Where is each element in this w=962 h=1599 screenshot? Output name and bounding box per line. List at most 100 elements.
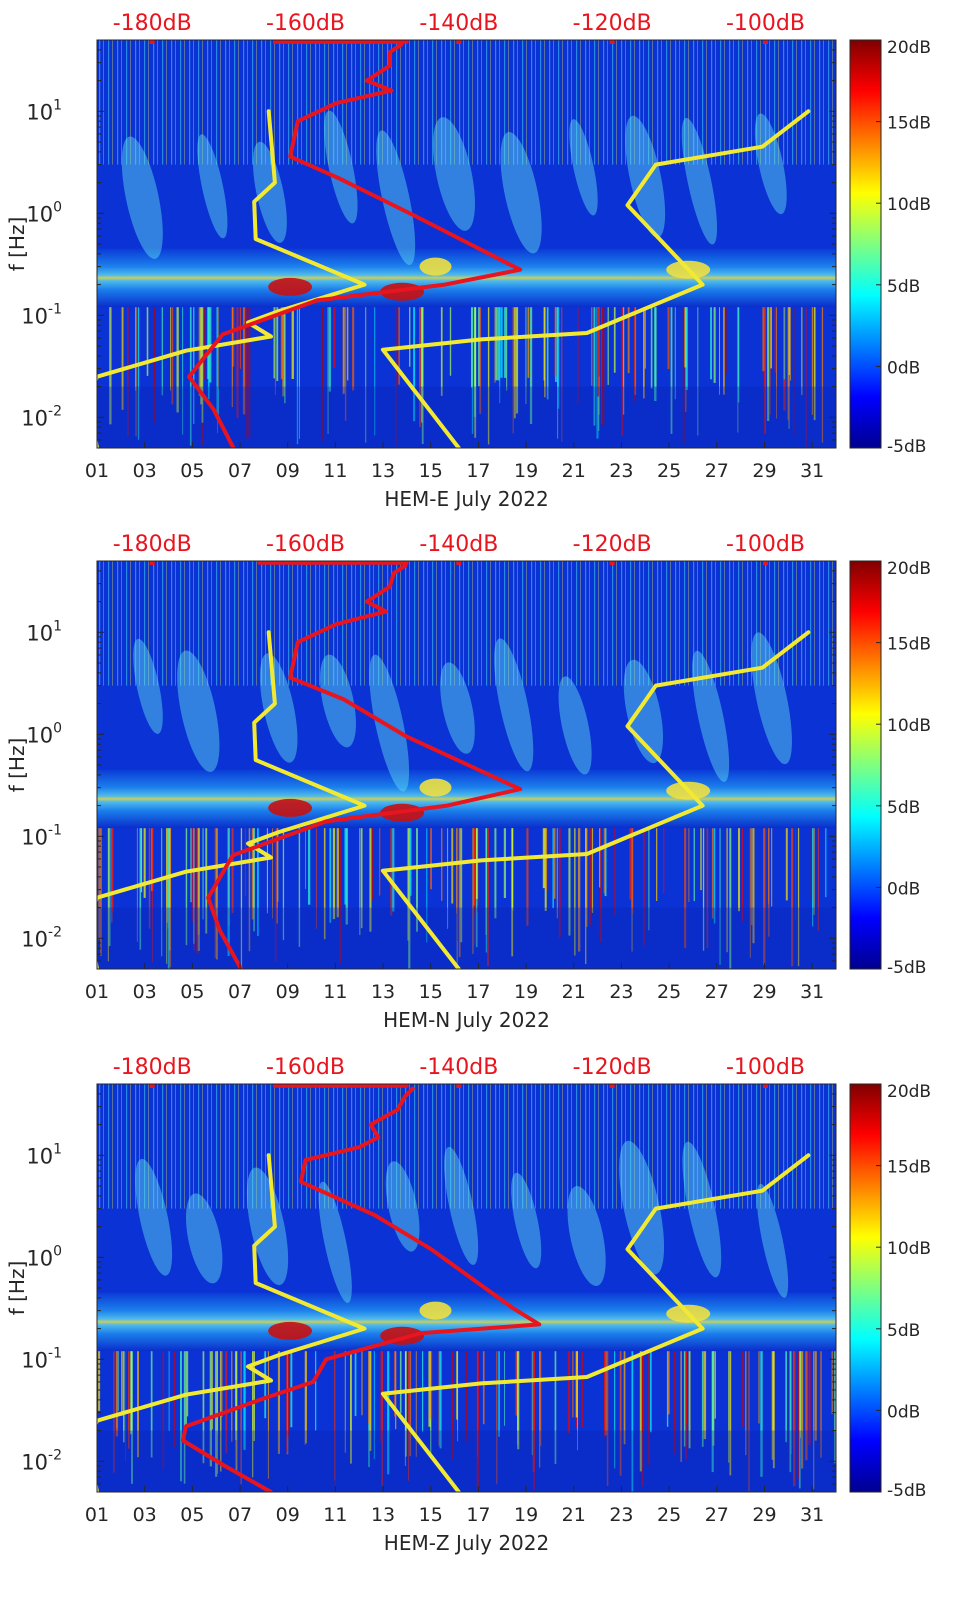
impulse-streak: [408, 828, 411, 969]
impulse-streak: [774, 307, 777, 373]
impulse-streak: [821, 307, 824, 443]
impulse-streak: [296, 307, 299, 445]
impulse-streak: [515, 1351, 518, 1416]
impulse-streak: [111, 828, 114, 913]
panel-2: 01 03 05 07 09 11 13 15 17 19 21 23 25 27 29 31 HEM-N Ju…: [5, 532, 931, 1032]
impulse-streak: [497, 307, 500, 381]
swell-arc: [681, 117, 718, 245]
impulse-streak: [274, 307, 276, 395]
impulse-streak: [216, 1351, 218, 1474]
impulse-streak: [701, 1351, 704, 1447]
impulse-streak: [183, 1351, 186, 1484]
impulse-streak: [627, 307, 630, 374]
impulse-streak: [162, 1351, 165, 1469]
impulse-streak: [345, 828, 348, 925]
swell-arc: [756, 1183, 789, 1298]
impulse-streak: [762, 307, 765, 372]
impulse-streak: [556, 828, 558, 919]
impulse-streak: [308, 828, 311, 905]
impulse-streak: [108, 828, 111, 947]
swell-arc: [500, 132, 542, 254]
x-tick-label: 07: [228, 460, 252, 482]
impulse-streak: [673, 1351, 676, 1455]
impulse-streak: [243, 1351, 246, 1450]
impulse-streak: [242, 307, 246, 415]
yellow-curve-2: [380, 1153, 811, 1492]
impulse-streak: [711, 828, 714, 919]
impulse-streak: [409, 1351, 412, 1457]
spectrogram: [97, 40, 836, 448]
impulse-streak: [643, 307, 645, 399]
x-tick-label: 03: [133, 1504, 157, 1526]
impulse-streak: [298, 828, 301, 947]
x-tick-label: 27: [705, 1504, 729, 1526]
impulse-streak: [185, 1351, 187, 1424]
impulse-streak: [813, 307, 816, 421]
impulse-streak: [276, 307, 279, 381]
y-axis-label: f [Hz]: [5, 217, 29, 272]
top-axis-label: -140dB: [419, 11, 498, 36]
impulse-streak: [729, 1351, 732, 1476]
impulse-streak: [304, 1351, 306, 1445]
impulse-streak: [98, 828, 100, 940]
hotspot: [268, 277, 313, 296]
impulse-streak: [479, 307, 482, 414]
impulse-streak: [216, 828, 218, 960]
impulse-streak: [161, 828, 163, 957]
impulse-streak: [286, 1351, 289, 1455]
top-axis-label: -180dB: [113, 1055, 192, 1080]
impulse-streak: [225, 1351, 228, 1454]
impulse-streak: [109, 307, 111, 425]
impulse-streak: [421, 307, 424, 444]
impulse-streak: [749, 828, 751, 958]
impulse-streak: [748, 1351, 750, 1492]
impulse-streak: [474, 307, 477, 438]
impulse-streak: [282, 828, 285, 941]
impulse-streak: [606, 1351, 609, 1486]
impulse-streak: [235, 1351, 237, 1440]
impulse-streak: [805, 307, 807, 447]
impulse-streak: [670, 307, 673, 434]
model-curves: [97, 1084, 811, 1492]
impulse-streak: [648, 828, 650, 931]
impulse-streak: [531, 1351, 533, 1456]
impulse-streak: [619, 1351, 622, 1476]
impulse-streak: [614, 1351, 616, 1469]
impulse-streak: [700, 828, 702, 891]
impulse-streak: [115, 1351, 119, 1437]
impulse-streak: [512, 307, 514, 434]
impulse-streak: [533, 1351, 535, 1491]
impulse-streak: [451, 828, 454, 904]
impulse-streak: [347, 307, 349, 381]
impulse-streak: [688, 1351, 691, 1449]
impulse-streak: [621, 307, 624, 436]
impulse-streak: [151, 828, 154, 891]
impulse-streak: [663, 828, 665, 894]
swell-arc: [754, 113, 787, 215]
impulse-streak: [667, 1351, 670, 1415]
impulse-streak: [478, 307, 480, 387]
impulse-streak: [193, 828, 195, 951]
impulse-streak: [623, 1351, 626, 1445]
impulse-streak: [451, 1351, 454, 1460]
impulse-streak: [137, 307, 140, 440]
yellow-curve-2: [380, 630, 811, 969]
impulse-streak: [299, 307, 300, 439]
impulse-streak: [379, 828, 381, 896]
impulse-streak: [283, 307, 285, 379]
x-tick-label: 17: [466, 1504, 490, 1526]
impulse-streak: [368, 1351, 370, 1424]
impulse-streak: [248, 828, 251, 952]
impulse-streak: [772, 1351, 775, 1469]
impulse-streak: [272, 828, 273, 919]
impulse-streak: [725, 307, 727, 374]
swell-arc: [751, 632, 792, 765]
impulse-streak: [810, 828, 813, 900]
swell-arc: [567, 1186, 606, 1286]
x-axis-label: HEM-N July 2022: [383, 1008, 550, 1032]
impulse-streak: [596, 307, 600, 397]
impulse-streak: [654, 307, 657, 401]
impulse-streak: [713, 307, 716, 383]
impulse-streak: [771, 828, 773, 907]
impulse-streak: [321, 307, 323, 441]
